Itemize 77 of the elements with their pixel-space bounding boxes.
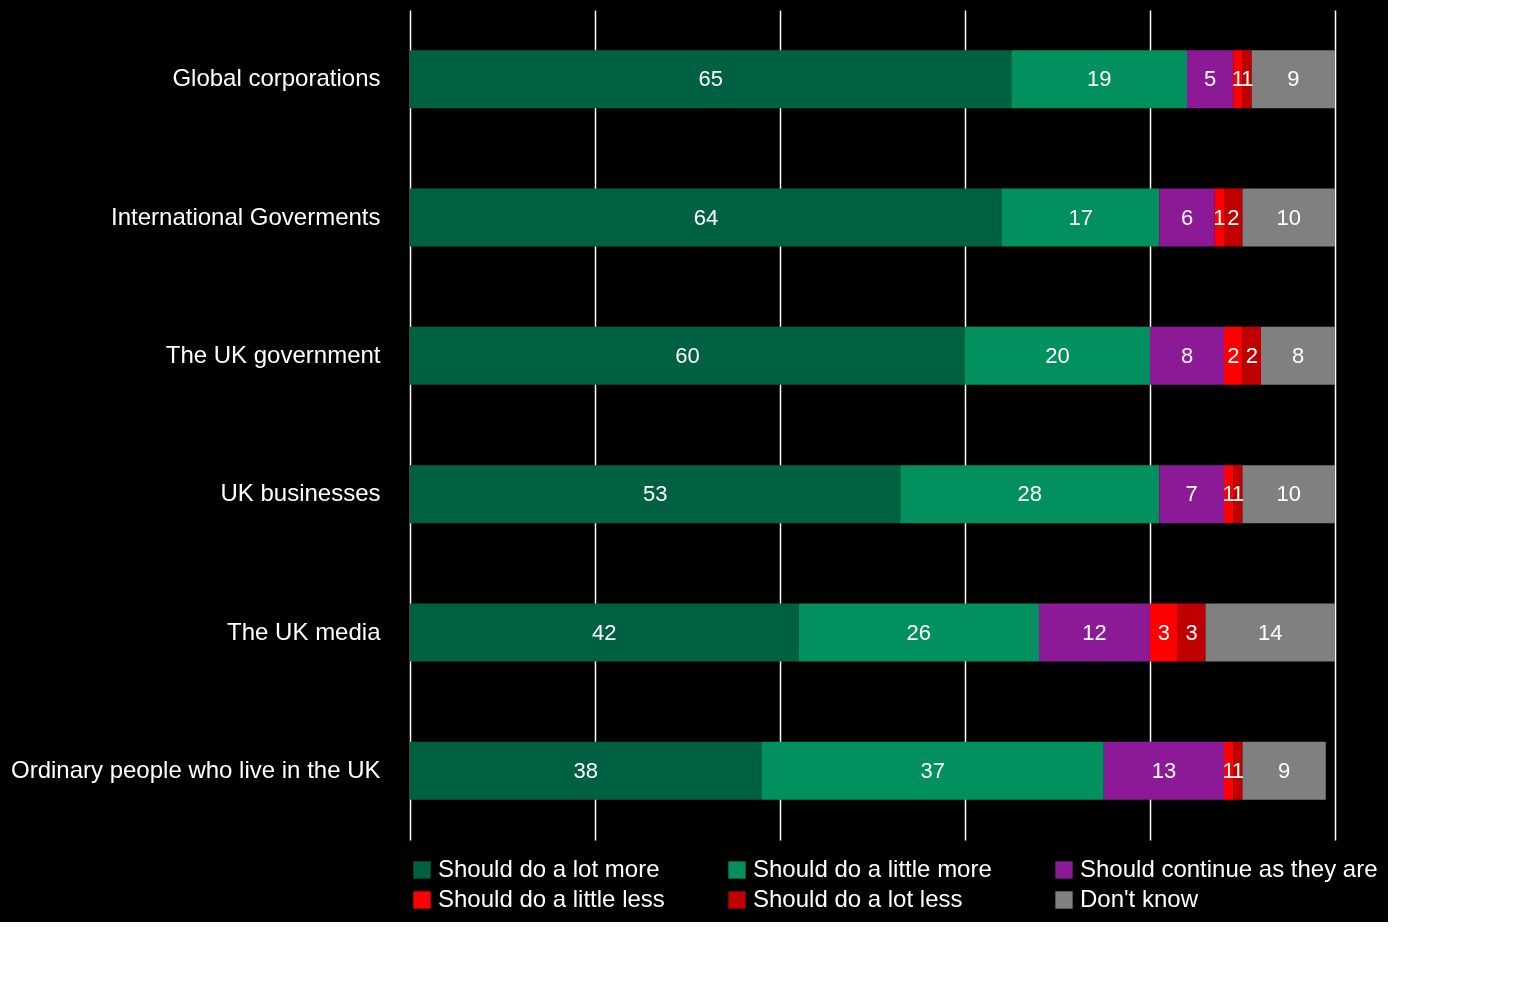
bar [798, 603, 1039, 662]
data-label: 13 [1151, 757, 1177, 783]
data-label: 1 [1231, 66, 1244, 92]
data-label: 6 [1180, 204, 1194, 230]
y-tick-label: The UK media [227, 617, 382, 645]
bar [1242, 465, 1335, 524]
y-tick-label: International Goverments [111, 202, 381, 230]
bar [1002, 188, 1160, 247]
data-label: 7 [1185, 481, 1198, 507]
data-label: 37 [920, 757, 945, 783]
data-label: 19 [1086, 66, 1112, 92]
bar [1011, 50, 1187, 109]
bar [1159, 465, 1224, 524]
bar [1150, 603, 1178, 662]
data-label: 65 [698, 66, 723, 92]
data-label: 1 [1222, 481, 1235, 507]
data-label: 1 [1222, 757, 1235, 783]
bar [1233, 50, 1243, 109]
bar [410, 465, 901, 524]
bar [761, 741, 1104, 800]
data-label: 53 [642, 481, 668, 507]
data-label: 60 [675, 342, 700, 368]
data-label: 14 [1258, 619, 1283, 645]
data-label: 3 [1185, 619, 1198, 645]
data-label: 8 [1180, 342, 1194, 368]
data-label: 64 [693, 204, 719, 230]
legend-label: Should do a little more [753, 855, 992, 882]
data-label: 1 [1241, 66, 1254, 92]
bar [1150, 326, 1224, 385]
bar [410, 326, 965, 385]
bar [410, 50, 1012, 109]
y-tick-label: Global corporations [172, 64, 381, 92]
bar [1103, 741, 1224, 800]
data-label: 9 [1278, 757, 1291, 783]
bar [1159, 188, 1215, 247]
data-label: 8 [1291, 342, 1305, 368]
data-label: 20 [1045, 342, 1070, 368]
bar [1205, 603, 1335, 662]
bar [1224, 188, 1243, 247]
legend-label: Should do a lot more [438, 855, 660, 882]
data-label: 42 [592, 619, 617, 645]
bar [1251, 50, 1335, 109]
legend-label: Should do a little less [438, 885, 665, 912]
bar [1242, 741, 1326, 800]
y-tick-label: UK businesses [220, 479, 381, 507]
bar [1242, 188, 1335, 247]
data-label: 1 [1213, 204, 1226, 230]
data-label: 2 [1245, 342, 1258, 368]
data-label: 2 [1227, 342, 1240, 368]
data-label: 26 [906, 619, 931, 645]
bar [1177, 603, 1206, 662]
bar [1233, 741, 1243, 800]
bar [900, 465, 1160, 524]
data-label: 9 [1287, 66, 1300, 92]
bar [965, 326, 1150, 385]
data-label: 3 [1157, 619, 1170, 645]
legend-label: Should continue as they are [1080, 855, 1378, 882]
bar [1224, 326, 1243, 385]
data-label: 17 [1068, 204, 1093, 230]
bar [1187, 50, 1234, 109]
legend-label: Don't know [1080, 885, 1199, 912]
bar [1233, 465, 1243, 524]
legend-label: Should do a lot less [753, 885, 963, 912]
data-label: 10 [1276, 481, 1301, 507]
data-label: 12 [1082, 619, 1107, 645]
data-label: 38 [573, 757, 598, 783]
data-label: 2 [1227, 204, 1240, 230]
data-label: 5 [1204, 66, 1217, 92]
bar [410, 188, 1002, 247]
bar [1261, 326, 1335, 385]
data-label: 10 [1276, 204, 1301, 230]
bar [410, 741, 762, 800]
data-label: 28 [1017, 481, 1042, 507]
bar [410, 603, 799, 662]
y-tick-label: Ordinary people who live in the UK [10, 755, 381, 783]
y-tick-label: The UK government [165, 340, 381, 368]
bar [1039, 603, 1150, 662]
